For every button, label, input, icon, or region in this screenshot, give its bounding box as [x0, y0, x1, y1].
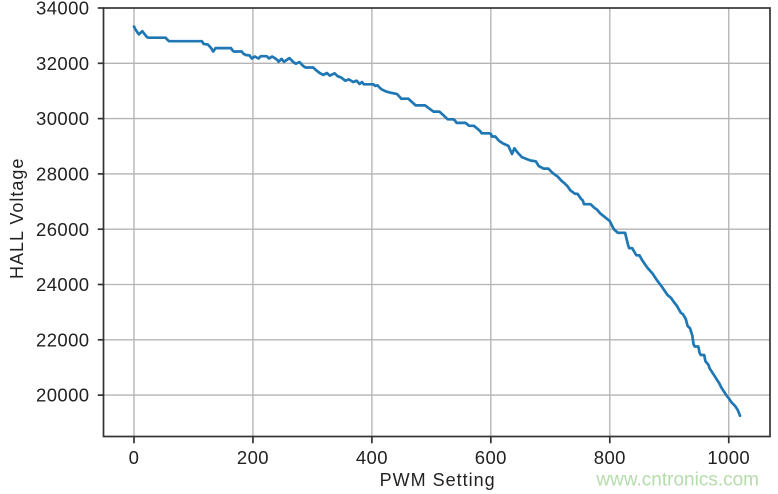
svg-text:22000: 22000 — [36, 329, 89, 350]
svg-text:28000: 28000 — [36, 164, 89, 185]
svg-text:0: 0 — [129, 447, 140, 468]
svg-text:PWM Setting: PWM Setting — [380, 470, 496, 490]
svg-text:600: 600 — [475, 447, 507, 468]
svg-text:HALL Voltage: HALL Voltage — [7, 158, 27, 279]
svg-text:1000: 1000 — [707, 447, 750, 468]
svg-text:30000: 30000 — [36, 108, 89, 129]
svg-text:800: 800 — [594, 447, 626, 468]
svg-text:34000: 34000 — [36, 0, 89, 19]
svg-text:200: 200 — [237, 447, 269, 468]
svg-text:www.cntronics.com: www.cntronics.com — [595, 470, 759, 491]
svg-text:26000: 26000 — [36, 219, 89, 240]
svg-text:32000: 32000 — [36, 53, 89, 74]
svg-text:24000: 24000 — [36, 274, 89, 295]
svg-text:400: 400 — [356, 447, 388, 468]
svg-text:20000: 20000 — [36, 385, 89, 406]
